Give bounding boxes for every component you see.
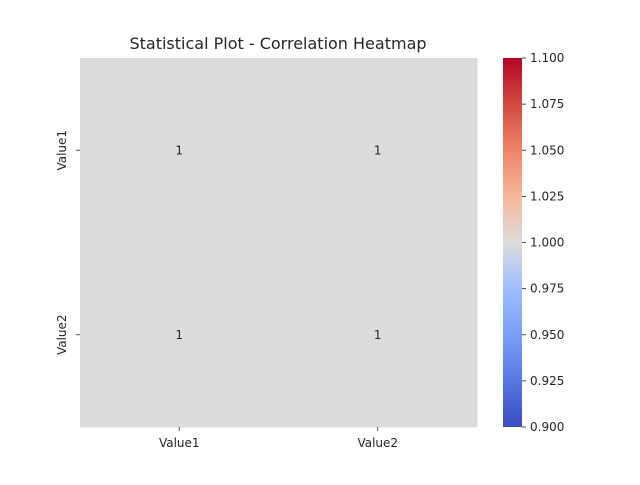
chart-title: Statistical Plot - Correlation Heatmap (129, 34, 426, 53)
colorbar: 0.900 0.925 0.950 0.975 1.000 1.025 1.050 1.075… (503, 51, 564, 434)
colorbar-tick-label: 1.100 (530, 51, 564, 65)
colorbar-tick-label: 1.050 (530, 143, 564, 157)
cell-annotation: 1 (374, 328, 382, 342)
colorbar-tick-label: 0.900 (530, 420, 564, 434)
heatmap-cell (278, 242, 478, 428)
x-axis: Value1 Value2 (159, 427, 398, 450)
y-axis: Value1 Value2 (55, 130, 80, 355)
cell-annotation: 1 (175, 328, 183, 342)
x-tick-label: Value1 (159, 436, 200, 450)
y-tick-label: Value1 (55, 130, 69, 171)
colorbar-gradient (503, 58, 522, 427)
heatmap-cell (80, 58, 279, 243)
cell-annotation: 1 (175, 143, 183, 157)
colorbar-tick-label: 1.025 (530, 189, 564, 203)
cell-annotation: 1 (374, 143, 382, 157)
colorbar-ticks: 0.900 0.925 0.950 0.975 1.000 1.025 1.050 1.075… (522, 51, 564, 434)
colorbar-tick-label: 1.075 (530, 97, 564, 111)
heatmap-cell (80, 242, 279, 428)
y-tick-label: Value2 (55, 314, 69, 355)
colorbar-tick-label: 0.950 (530, 328, 564, 342)
colorbar-tick-label: 0.925 (530, 374, 564, 388)
x-tick-label: Value2 (357, 436, 398, 450)
colorbar-tick-label: 0.975 (530, 282, 564, 296)
heatmap-cell-labels: 1 1 1 1 (175, 143, 381, 342)
colorbar-tick-label: 1.000 (530, 236, 564, 250)
heatmap-cells (80, 58, 478, 428)
heatmap-cell (278, 58, 478, 243)
